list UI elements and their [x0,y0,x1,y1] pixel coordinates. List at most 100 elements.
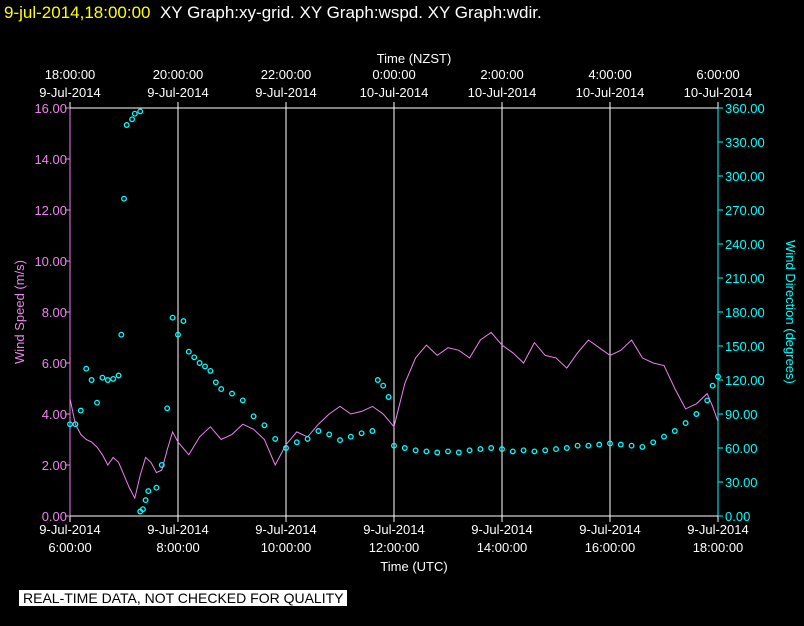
wind-direction-point [466,447,473,454]
wind-direction-point [196,360,203,366]
bottom-tick-date: 9-Jul-2014 [579,522,640,537]
wind-direction-point [391,442,397,449]
bottom-tick-date: 9-Jul-2014 [471,522,532,537]
wind-direction-point [129,116,136,123]
top-tick-date: 10-Jul-2014 [576,85,645,100]
wind-direction-point [131,110,138,117]
wind-direction-point [185,348,192,355]
right-tick-label: 360.00 [725,101,765,116]
right-tick-label: 240.00 [725,237,765,252]
wind-direction-point [293,439,300,446]
top-tick-time: 0:00:00 [372,67,415,82]
top-tick-time: 22:00:00 [261,67,312,82]
wind-direction-point [412,447,419,454]
wind-speed-line [69,331,719,500]
top-tick-date: 9-Jul-2014 [39,85,100,100]
right-tick-label: 270.00 [725,203,765,218]
wind-direction-point [123,122,130,128]
wind-direction-point [553,446,559,453]
wind-direction-point [445,448,451,455]
wind-direction-point [139,506,146,513]
chart-header: 9-jul-2014,18:00:00 XY Graph:xy-grid. XY… [4,3,542,23]
wind-direction-point [77,407,84,414]
wind-direction-point [401,445,408,451]
wind-direction-point [207,367,214,374]
wind-direction-point [118,331,125,338]
left-tick-label: 4.00 [42,407,67,422]
wind-direction-point [574,442,581,449]
wind-direction-point [693,411,700,417]
wind-direction-point [607,440,613,447]
timestamp: 9-jul-2014,18:00:00 [4,3,151,22]
left-tick-label: 10.00 [34,254,67,269]
wind-direction-point [369,428,376,434]
wind-direction-point [347,433,354,440]
bottom-tick-date: 9-Jul-2014 [687,522,748,537]
wind-direction-point [326,431,333,438]
wind-direction-point [175,331,181,338]
wind-direction-point [385,394,392,400]
wind-direction-point [145,488,152,495]
bottom-tick-date: 9-Jul-2014 [39,522,100,537]
wind-direction-point [218,386,225,393]
wind-direction-point [88,377,95,383]
top-tick-time: 6:00:00 [696,67,739,82]
wind-direction-point [520,447,527,454]
wind-direction-point [434,449,441,456]
bottom-tick-time: 6:00:00 [48,540,91,555]
wind-direction-point [682,420,689,427]
wind-direction-point [153,484,160,491]
wind-direction-point [617,441,624,448]
wind-direction-point [272,435,279,442]
top-tick-date: 10-Jul-2014 [468,85,537,100]
wind-direction-point [596,441,603,448]
wind-direction-point [239,397,246,404]
left-tick-label: 8.00 [42,305,67,320]
top-tick-date: 9-Jul-2014 [255,85,316,100]
left-tick-label: 14.00 [34,152,67,167]
wind-direction-point [531,448,538,455]
wind-direction-point [137,108,144,115]
wind-direction-point [180,318,187,325]
wind-direction-point [380,382,387,389]
quality-note: REAL-TIME DATA, NOT CHECKED FOR QUALITY [19,590,348,606]
wind-direction-point [509,448,516,455]
wind-direction-point [283,445,289,451]
wind-direction-point [455,449,462,456]
bottom-axis-label: Time (UTC) [380,559,447,574]
right-tick-label: 150.00 [725,339,765,354]
wind-direction-point [423,448,430,455]
wind-direction-point [374,377,381,383]
right-tick-label: 90.00 [725,407,758,422]
wind-direction-point [358,430,365,437]
wind-direction-point [499,446,505,453]
wind-direction-point [169,314,176,321]
wind-direction-point [650,439,657,446]
bottom-tick-time: 8:00:00 [156,540,199,555]
right-tick-label: 330.00 [725,135,765,150]
top-tick-date: 10-Jul-2014 [360,85,429,100]
wind-direction-point [337,437,343,444]
wind-direction-point [304,435,311,442]
wind-direction-point [704,397,711,404]
right-tick-label: 30.00 [725,475,758,490]
wind-direction-point [142,497,149,504]
wind-direction-point [99,374,106,381]
top-axis-label: Time (NZST) [377,51,452,66]
wind-direction-point [709,382,716,389]
top-tick-time: 20:00:00 [153,67,204,82]
left-axis-label: Wind Speed (m/s) [12,260,27,364]
wind-direction-point [229,390,235,397]
wind-direction-point [115,372,122,379]
wind-direction-point [639,443,646,450]
wind-direction-point [261,422,268,429]
wind-direction-point [72,421,79,428]
bottom-tick-time: 16:00:00 [585,540,636,555]
left-tick-label: 12.00 [34,203,67,218]
top-tick-time: 4:00:00 [588,67,631,82]
bottom-tick-time: 18:00:00 [693,540,744,555]
wind-direction-point [121,195,127,202]
right-tick-label: 120.00 [725,373,765,388]
wind-direction-point [585,442,592,449]
bottom-tick-time: 10:00:00 [261,540,312,555]
